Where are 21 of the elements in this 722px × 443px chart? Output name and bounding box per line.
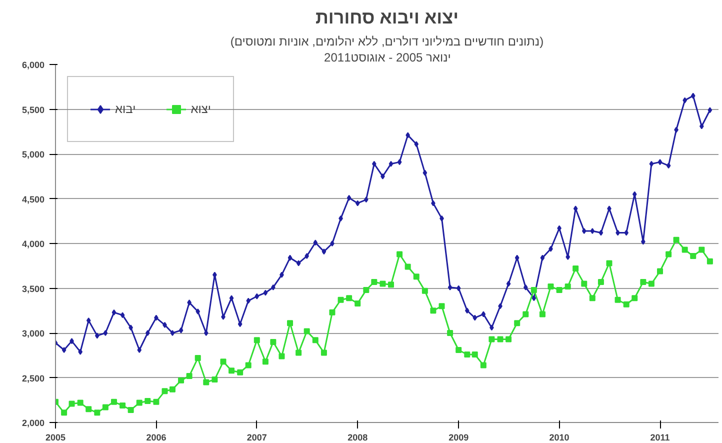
text: ינואר 2005 - אוגוסט2011 [324,50,451,64]
x-tick-label: 2011 [650,432,670,442]
x-tick-label: 2007 [246,432,267,442]
x-tick-label: 2008 [348,432,368,442]
x-tick-label: 2010 [549,432,570,442]
x-tick-label: 2005 [45,432,66,442]
y-tick-label: 5,500 [22,104,45,115]
y-tick-label: 4,000 [22,239,45,249]
y-tick-label: 2,000 [22,418,45,428]
y-tick-label: 3,000 [22,328,45,338]
legend-label: יצוא [190,102,212,116]
y-tick-label: 2,500 [22,373,45,384]
y-tick-label: 3,500 [22,284,45,294]
chart-title: יצוא ויבוא סחורות [316,8,459,28]
x-tick-label: 2009 [448,432,469,442]
y-tick-label: 4,500 [22,194,45,204]
y-tick-label: 6,000 [22,60,45,70]
y-tick-label: 5,000 [22,150,45,160]
chart-subtitle: (נתונים חודשיים במיליוני דולרים, ללא יהלומים, אוניות ומטוסים) [230,34,544,48]
x-tick-label: 2006 [146,432,166,442]
legend-label: יבוא [115,102,136,116]
